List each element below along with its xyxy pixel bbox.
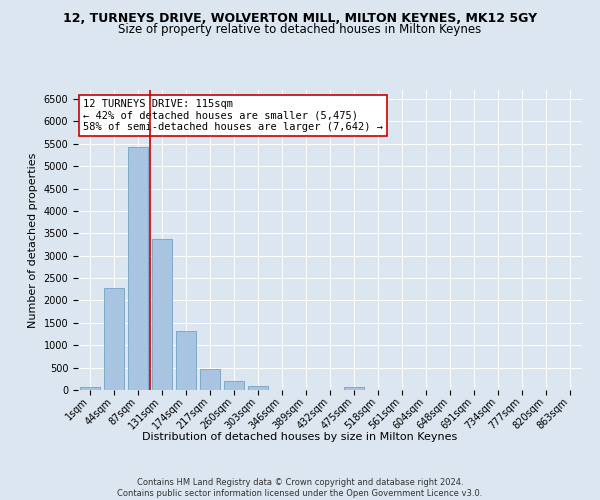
Text: Distribution of detached houses by size in Milton Keynes: Distribution of detached houses by size … <box>142 432 458 442</box>
Text: 12, TURNEYS DRIVE, WOLVERTON MILL, MILTON KEYNES, MK12 5GY: 12, TURNEYS DRIVE, WOLVERTON MILL, MILTO… <box>63 12 537 26</box>
Bar <box>176 332 196 390</box>
Bar <box>224 380 244 390</box>
Text: 12 TURNEYS DRIVE: 115sqm
← 42% of detached houses are smaller (5,475)
58% of sem: 12 TURNEYS DRIVE: 115sqm ← 42% of detach… <box>83 99 383 132</box>
Bar <box>104 288 124 390</box>
Y-axis label: Number of detached properties: Number of detached properties <box>28 152 38 328</box>
Text: Size of property relative to detached houses in Milton Keynes: Size of property relative to detached ho… <box>118 22 482 36</box>
Bar <box>80 386 100 390</box>
Bar <box>248 386 268 390</box>
Bar <box>128 147 148 390</box>
Bar <box>152 238 172 390</box>
Text: Contains HM Land Registry data © Crown copyright and database right 2024.
Contai: Contains HM Land Registry data © Crown c… <box>118 478 482 498</box>
Bar <box>200 368 220 390</box>
Bar <box>344 388 364 390</box>
